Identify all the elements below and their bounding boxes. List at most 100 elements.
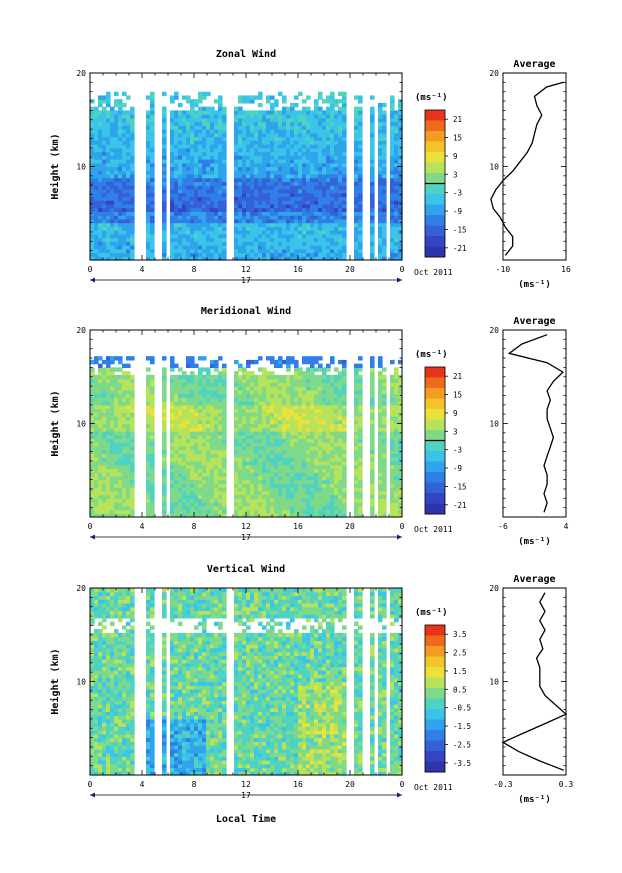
date-month-label: Oct 2011 (414, 268, 453, 277)
colorbar-tick-label: -9 (453, 207, 462, 216)
colorbar-tick-label: -2.5 (453, 740, 471, 749)
panel-title: Meridional Wind (201, 305, 291, 317)
x-tick-label: 0 (88, 265, 93, 274)
colorbar-unit: (ms⁻¹) (415, 93, 448, 103)
colorbar-tick-label: 0.5 (453, 685, 467, 694)
avg-y-tick-label: 10 (489, 420, 499, 429)
x-tick-label: 4 (140, 522, 145, 531)
colorbar-tick-label: -15 (453, 225, 467, 234)
colorbar-tick-label: 15 (453, 391, 462, 400)
average-title: Average (513, 316, 555, 327)
colorbar-tick-label: 21 (453, 372, 462, 381)
colorbar: (ms⁻¹) 21 15 9 3 -3 -9 -15 -21 (415, 350, 467, 515)
x-tick-label: 8 (192, 265, 197, 274)
panel-2: Meridional Wind 0 4 8 12 16 20 0 10 20 Height (km)… (49, 305, 569, 547)
heatmap-field (90, 588, 403, 776)
colorbar: (ms⁻¹) 21 15 9 3 -3 -9 -15 -21 (415, 93, 467, 258)
x-tick-label: 12 (241, 265, 251, 274)
average-profile: Average 10 20 -6 4 (ms⁻¹) (489, 316, 568, 547)
heatmap-field (90, 91, 403, 261)
date-day-label: 17 (241, 276, 251, 285)
y-tick-label: 20 (76, 69, 86, 78)
x-tick-label: 16 (293, 780, 303, 789)
x-tick-label: 8 (192, 780, 197, 789)
x-tick-label: 0 (400, 522, 405, 531)
y-axis-label: Height (km) (49, 133, 61, 199)
colorbar-unit: (ms⁻¹) (415, 608, 448, 618)
avg-x-unit: (ms⁻¹) (518, 795, 551, 805)
colorbar-tick-label: -21 (453, 501, 467, 510)
y-axis-label: Height (km) (49, 648, 61, 714)
x-tick-label: 4 (140, 780, 145, 789)
x-tick-label: 0 (400, 265, 405, 274)
panel-3: Vertical Wind 0 4 8 12 16 20 0 10 20 Height (km) 17… (49, 563, 573, 805)
average-profile-line (507, 334, 564, 513)
avg-y-tick-label: 10 (489, 163, 499, 172)
y-tick-label: 10 (76, 420, 86, 429)
x-tick-label: 20 (345, 265, 355, 274)
y-axis-label: Height (km) (49, 390, 61, 456)
date-month-label: Oct 2011 (414, 783, 453, 792)
avg-x-tick-label: -0.3 (493, 780, 512, 789)
colorbar-tick-label: 2.5 (453, 649, 467, 658)
colorbar-tick-label: 3.5 (453, 630, 467, 639)
x-tick-label: 20 (345, 780, 355, 789)
y-tick-label: 10 (76, 678, 86, 687)
avg-x-tick-label: 0.3 (559, 780, 574, 789)
avg-y-tick-label: 20 (489, 326, 499, 335)
y-tick-label: 20 (76, 326, 86, 335)
avg-x-tick-label: -6 (498, 522, 508, 531)
x-tick-label: 0 (88, 522, 93, 531)
panel-title: Vertical Wind (207, 563, 285, 575)
average-title: Average (513, 59, 555, 70)
colorbar-tick-label: -3 (453, 189, 462, 198)
average-title: Average (513, 574, 555, 585)
date-month-label: Oct 2011 (414, 525, 453, 534)
avg-x-tick-label: 16 (561, 265, 571, 274)
avg-x-unit: (ms⁻¹) (518, 280, 551, 290)
date-day-label: 17 (241, 533, 251, 542)
average-profile-line (501, 592, 568, 771)
colorbar-tick-label: 3 (453, 427, 458, 436)
avg-y-tick-label: 20 (489, 584, 499, 593)
avg-y-tick-label: 20 (489, 69, 499, 78)
x-tick-label: 12 (241, 780, 251, 789)
avg-y-tick-label: 10 (489, 678, 499, 687)
panel-title: Zonal Wind (216, 48, 276, 60)
average-profile: Average 10 20 -10 16 (ms⁻¹) (489, 59, 571, 290)
x-tick-label: 20 (345, 522, 355, 531)
colorbar-tick-label: -3.5 (453, 759, 471, 768)
x-tick-label: 8 (192, 522, 197, 531)
avg-x-tick-label: -10 (496, 265, 511, 274)
colorbar-unit: (ms⁻¹) (415, 350, 448, 360)
x-axis-label: Local Time (216, 813, 276, 825)
y-tick-label: 10 (76, 163, 86, 172)
x-tick-label: 16 (293, 522, 303, 531)
colorbar-tick-label: 21 (453, 115, 462, 124)
colorbar-tick-label: 9 (453, 409, 458, 418)
y-tick-label: 20 (76, 584, 86, 593)
colorbar-tick-label: -9 (453, 464, 462, 473)
x-tick-label: 12 (241, 522, 251, 531)
colorbar-tick-label: 3 (453, 170, 458, 179)
colorbar-tick-label: -1.5 (453, 722, 471, 731)
colorbar-tick-label: -3 (453, 446, 462, 455)
colorbar-tick-label: -21 (453, 244, 467, 253)
avg-x-unit: (ms⁻¹) (518, 537, 551, 547)
heatmap-field (90, 356, 403, 518)
x-tick-label: 16 (293, 265, 303, 274)
colorbar-tick-label: -0.5 (453, 704, 471, 713)
date-day-label: 17 (241, 791, 251, 800)
avg-x-tick-label: 4 (564, 522, 569, 531)
average-profile-line (490, 81, 564, 256)
x-tick-label: 4 (140, 265, 145, 274)
colorbar-tick-label: 1.5 (453, 667, 467, 676)
x-tick-label: 0 (400, 780, 405, 789)
colorbar: (ms⁻¹) 3.5 2.5 1.5 0.5 -0.5 -1.5 -2.5 -3.5 (415, 608, 471, 773)
colorbar-tick-label: 9 (453, 152, 458, 161)
colorbar-tick-label: -15 (453, 482, 467, 491)
panel-1: Zonal Wind 0 4 8 12 16 20 0 10 20 Height (km) 17 Oct… (49, 48, 571, 290)
colorbar-tick-label: 15 (453, 134, 462, 143)
x-tick-label: 0 (88, 780, 93, 789)
